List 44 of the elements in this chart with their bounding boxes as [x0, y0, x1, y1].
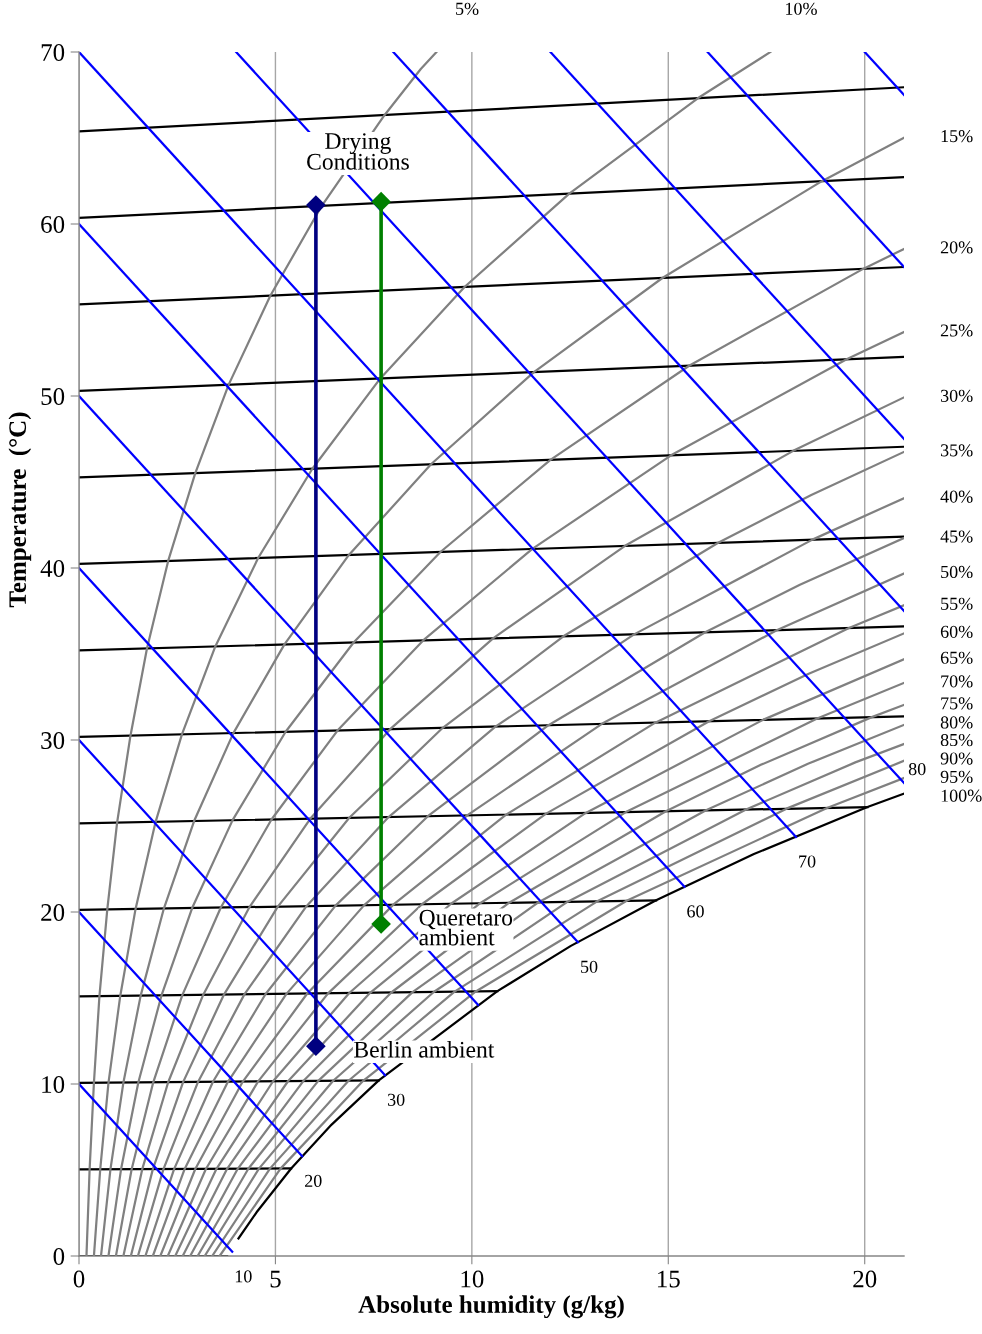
text: 40% [940, 490, 973, 503]
text: 95% [940, 770, 973, 783]
text: 90% [940, 752, 973, 765]
text: 35% [940, 444, 973, 457]
text: 70% [941, 675, 973, 688]
annotation: Drying Conditions [307, 133, 409, 170]
text: 45% [940, 530, 973, 543]
x-tick-label: 0 [73, 1270, 85, 1288]
text: 65% [940, 651, 973, 664]
x-tick-label: 10 [461, 1270, 484, 1288]
text: 75% [941, 697, 973, 710]
annotation: Queretaro ambient [419, 909, 513, 946]
series-label: 50 [581, 960, 598, 973]
text: 15% [941, 129, 973, 143]
text: 20% [940, 241, 973, 254]
y-axis-title: Temperature (°C) [8, 412, 32, 608]
text: 85% [940, 733, 973, 747]
y-tick-label: 50 [41, 388, 65, 405]
text: 5% [456, 2, 479, 15]
series-label: 80 [908, 762, 926, 776]
y-tick-label: 70 [41, 44, 65, 61]
text: 100% [941, 789, 982, 802]
annotation: Berlin ambient [354, 1041, 495, 1058]
x-tick-label: 5 [270, 1270, 281, 1288]
x-axis-title: Absolute humidity (g/kg) [358, 1295, 624, 1319]
text: 60% [940, 625, 973, 638]
text: 30% [940, 389, 973, 402]
text: 80% [940, 716, 973, 729]
text: 25% [940, 324, 973, 337]
series-label: 30 [387, 1093, 405, 1106]
y-tick-label: 30 [41, 732, 65, 749]
series-label: 70 [799, 855, 816, 868]
x-tick-label: 20 [853, 1270, 877, 1288]
y-tick-label: 0 [53, 1248, 65, 1265]
text: 50% [941, 565, 973, 579]
series-label: 60 [687, 905, 704, 918]
y-tick-label: 10 [42, 1076, 65, 1093]
series-label: 20 [305, 1174, 322, 1187]
x-tick-label: 15 [657, 1270, 680, 1288]
text: 55% [941, 597, 973, 610]
y-tick-label: 60 [41, 216, 65, 233]
text: 10% [786, 2, 817, 15]
y-tick-label: 20 [41, 904, 65, 921]
y-tick-label: 40 [40, 560, 65, 577]
